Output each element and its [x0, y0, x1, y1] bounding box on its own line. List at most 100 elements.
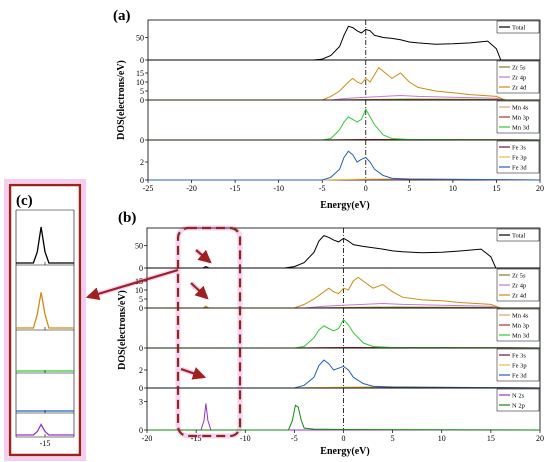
x-tick-label: -10	[273, 184, 284, 193]
series-line	[147, 276, 540, 309]
legend-entry: N 2s	[512, 392, 525, 399]
y-axis-label: DOS(electrons/eV)	[117, 290, 128, 370]
y-tick-label: 50	[135, 242, 143, 251]
series-line	[148, 94, 540, 101]
series-line	[147, 403, 540, 431]
y-tick-label: 0	[139, 426, 143, 435]
x-tick-label: -20	[142, 434, 153, 443]
x-axis-label: Energy(eV)	[320, 200, 369, 211]
x-tick-label: -10	[240, 434, 251, 443]
x-tick-label: -5	[319, 184, 326, 193]
series-line	[147, 404, 541, 431]
legend-entry: Mn 4s	[512, 312, 529, 319]
series-line	[148, 66, 540, 101]
legend-entry: Mn 3d	[512, 124, 530, 131]
subplot-frame	[147, 59, 541, 101]
y-tick-label: 10	[136, 78, 144, 87]
legend: Zr 5s Zr 4p Zr 4d	[496, 268, 540, 302]
zoom-region	[176, 226, 242, 438]
y-axis-label: DOS(electrons/eV)	[116, 60, 127, 140]
y-tick-label: 0	[140, 56, 144, 65]
series-line	[147, 235, 540, 269]
arrow	[85, 268, 179, 301]
x-tick-label: -20	[186, 184, 197, 193]
inset-frame	[8, 183, 82, 457]
legend-entry: Mn 4s	[512, 104, 529, 111]
y-tick-label: 5	[139, 295, 143, 304]
legend-entry: Mn 3d	[512, 332, 530, 339]
series-line	[148, 107, 541, 141]
subplot-frame	[147, 139, 541, 181]
legend-entry: Fe 3d	[512, 372, 527, 379]
series-line	[148, 25, 540, 61]
legend-entry: Zr 5s	[512, 64, 526, 71]
panel-label: (b)	[118, 210, 136, 226]
x-tick-label: -15	[191, 434, 202, 443]
subplot-b-4: 0 3 N 2s N 2p	[139, 387, 541, 435]
legend-box	[496, 268, 540, 302]
x-tick-label: 0	[342, 434, 346, 443]
inset-x-tick-label: -15	[40, 439, 51, 448]
y-tick-label: 0	[140, 176, 144, 185]
legend-entry: Mn 3p	[512, 322, 529, 329]
subplot-frame	[147, 19, 541, 61]
x-tick-label: 15	[492, 184, 500, 193]
y-tick-label: 0	[139, 344, 143, 353]
series-line	[147, 318, 541, 349]
legend: Total	[496, 228, 540, 242]
legend-entry: Fe 3p	[512, 154, 527, 161]
x-tick-label: 20	[536, 184, 544, 193]
subplot-a-3: 0 2 Fe 3s Fe 3p Fe 3d	[140, 139, 541, 185]
legend-entry: Mn 3p	[512, 114, 529, 121]
y-tick-label: 50	[136, 34, 144, 43]
x-axis-label: Energy(eV)	[320, 446, 369, 457]
arrow	[180, 367, 207, 380]
y-tick-label: 0	[139, 384, 143, 393]
x-tick-label: 15	[487, 434, 495, 443]
legend: Mn 4s Mn 3p Mn 3d	[496, 308, 540, 342]
subplot-frame	[147, 99, 541, 141]
legend-box	[496, 228, 540, 242]
subplot-b-3: 0 2 Fe 3s Fe 3p Fe 3d	[139, 347, 541, 393]
subplot-a-2: 0 Mn 4s Mn 3p Mn 3d	[140, 99, 541, 145]
legend-entry: Total	[512, 232, 525, 239]
y-tick-label: 2	[140, 158, 144, 167]
legend-entry: Zr 4d	[512, 292, 527, 299]
x-tick-label: -15	[230, 184, 241, 193]
legend-entry: Fe 3s	[512, 352, 526, 359]
x-tick-label: -25	[143, 184, 154, 193]
legend-entry: Fe 3p	[512, 362, 527, 369]
y-tick-label: 10	[135, 286, 143, 295]
legend-box	[496, 20, 540, 34]
x-tick-label: 20	[536, 434, 544, 443]
x-tick-label: 10	[449, 184, 457, 193]
inset-glow	[4, 179, 86, 461]
x-tick-label: 5	[407, 184, 411, 193]
legend-entry: N 2p	[512, 402, 525, 409]
y-tick-label: 3	[139, 398, 143, 407]
legend: Fe 3s Fe 3p Fe 3d	[496, 348, 540, 382]
legend-entry: Fe 3d	[512, 164, 527, 171]
x-tick-label: 10	[438, 434, 446, 443]
y-tick-label: 0	[140, 136, 144, 145]
y-tick-label: 0	[139, 264, 143, 273]
legend: Fe 3s Fe 3p Fe 3d	[496, 140, 540, 174]
legend: N 2s N 2p	[496, 388, 540, 412]
legend: Mn 4s Mn 3p Mn 3d	[496, 100, 540, 134]
panel-c: (c) -15	[8, 183, 82, 457]
x-tick-label: 5	[391, 434, 395, 443]
panel-label: (c)	[16, 193, 33, 209]
legend: Total	[496, 20, 540, 34]
legend-entry: Zr 4d	[512, 84, 527, 91]
subplot-a-0: 0 50 Total	[136, 19, 541, 65]
x-tick-label: -5	[291, 434, 298, 443]
arrow	[195, 249, 212, 264]
legend-entry: Fe 3s	[512, 144, 526, 151]
legend-entry: Zr 5s	[512, 272, 526, 279]
y-tick-label: 15	[136, 69, 144, 78]
series-line	[148, 150, 541, 181]
